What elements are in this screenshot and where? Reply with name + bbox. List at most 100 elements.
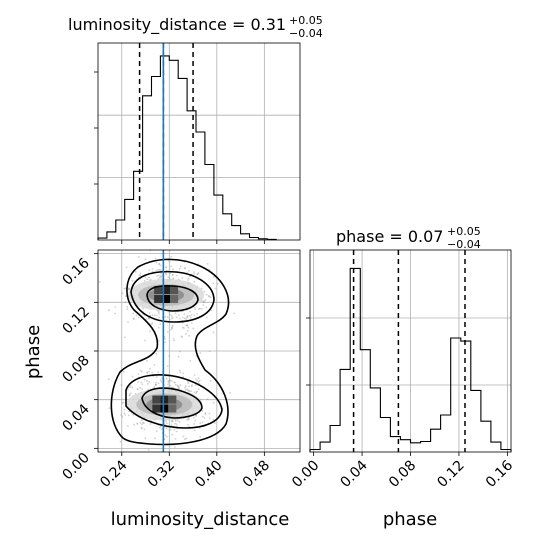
phase-quantile-lines [352,250,466,452]
luminosity-distance-title-sub: −0.04 [289,27,323,40]
scatter-point [198,388,200,390]
luminosity-distance-xlabel: luminosity_distance [111,509,290,530]
scatter-point [179,317,182,320]
scatter-point [124,295,127,298]
scatter-point [186,316,189,319]
scatter-point [124,287,127,290]
scatter-point [126,389,129,391]
scatter-point [126,308,129,310]
scatter-point [164,315,167,318]
scatter-point [134,271,137,273]
scatter-point [167,383,169,385]
scatter-point [145,318,148,321]
luminosity-distance-xtick-labels: 0.24 0.32 0.40 0.48 [97,457,273,490]
scatter-point [169,428,172,431]
scatter-point [203,300,206,302]
scatter-point [139,272,142,275]
scatter-point [128,410,131,413]
scatter-point [182,435,185,438]
scatter-point [154,383,157,386]
scatter-point [152,375,155,378]
scatter-point [189,316,192,319]
scatter-point [171,380,173,382]
scatter-point [121,416,124,418]
scatter-point [139,369,142,372]
phase-histogram-ticks [306,317,508,456]
phase-ytick-label: 0.00 [59,450,92,483]
scatter-point [184,438,186,440]
scatter-point [129,392,132,395]
scatter-point [136,423,139,425]
scatter-point [188,269,190,272]
scatter-point [182,326,184,329]
scatter-point [186,315,189,318]
density-cell [170,286,179,295]
scatter-point [193,280,196,283]
scatter-point [148,312,151,314]
scatter-point [174,312,177,315]
scatter-point [128,393,131,396]
scatter-point [187,382,190,385]
scatter-point [132,317,135,320]
scatter-point [174,446,176,448]
scatter-point [185,332,187,335]
scatter-point [147,383,149,385]
scatter-point [201,415,204,418]
scatter-point [144,258,147,261]
scatter-point [153,314,156,317]
scatter-point [137,381,140,383]
scatter-point [179,265,182,268]
scatter-point [142,422,145,424]
luminosity-distance-histogram-frame [97,42,301,241]
scatter-point [214,422,216,424]
scatter-point [142,421,145,424]
scatter-point [141,388,144,390]
scatter-point [197,380,200,383]
scatter-point [159,275,162,277]
scatter-point [146,278,149,280]
scatter-point [160,377,163,379]
luminosity-distance-xtick-label: 0.32 [145,458,178,491]
scatter-point [176,384,179,387]
scatter-point [169,384,172,387]
scatter-point [171,316,174,319]
scatter-point [174,437,177,440]
contour-middle-upper [130,270,215,323]
scatter-point [169,272,172,275]
scatter-point [187,423,189,426]
scatter-point [198,307,201,310]
scatter-point [212,418,215,421]
scatter-point [164,272,167,275]
phase-title-sup: +0.05 [447,225,481,238]
scatter-point [188,425,191,428]
scatter-point [200,287,203,290]
phase-xtick-label: 0.04 [338,457,371,490]
scatter-point [194,308,197,311]
scatter-point [170,314,173,317]
scatter-point [160,272,163,275]
scatter-point [184,385,187,387]
scatter-point [154,437,156,440]
luminosity-distance-xtick-label: 0.48 [240,458,273,491]
scatter-point [148,380,151,383]
scatter-point [212,331,215,334]
scatter-point [158,311,160,313]
phase-xlabel: phase [383,509,437,530]
scatter-point [168,260,171,263]
scatter-point [206,263,209,265]
scatter-point [196,272,199,275]
scatter-point [195,391,198,393]
scatter-point [185,324,188,327]
joint-density-panel: 0.24 0.32 0.40 0.48 0.00 0.04 0.08 0.12 0.16 lu… [23,249,301,530]
luminosity-distance-xtick-label: 0.24 [97,457,130,490]
scatter-point [174,422,176,425]
scatter-point [196,312,199,315]
scatter-point [148,370,150,373]
scatter-point [144,339,147,342]
scatter-point [199,352,202,354]
scatter-point [173,339,176,342]
phase-title-sub: −0.04 [447,238,481,251]
scatter-point [197,272,200,274]
scatter-point [148,279,151,281]
